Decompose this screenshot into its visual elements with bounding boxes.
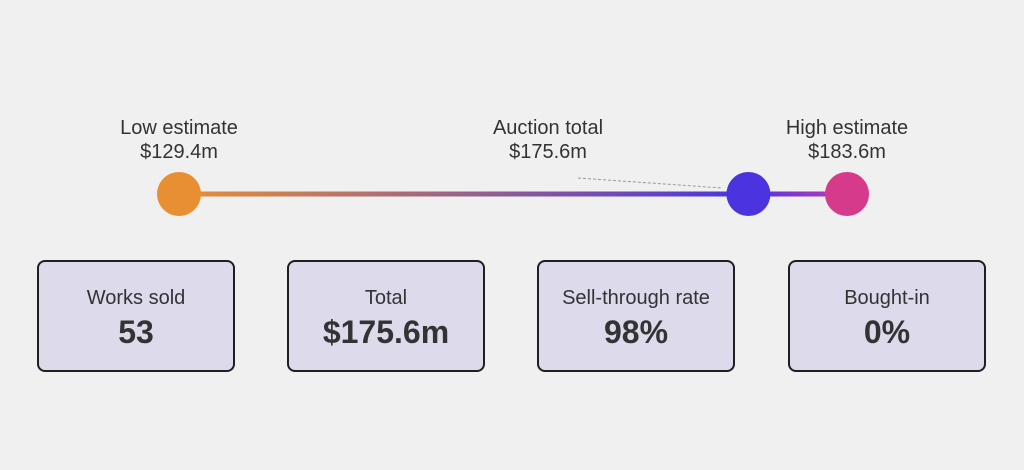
- high-estimate-title: High estimate: [785, 117, 909, 139]
- total-label: Total: [364, 287, 408, 309]
- works-sold-card: Works sold 53: [37, 260, 235, 372]
- works-sold-value: 53: [118, 314, 154, 350]
- auction-total-label: Auction total $175.6m: [438, 116, 658, 164]
- low-estimate-title: Low estimate: [120, 117, 238, 139]
- bought-in-label: Bought-in: [844, 287, 930, 309]
- high-estimate-label: High estimate $183.6m: [737, 116, 957, 164]
- auction-total-leader-line: [577, 177, 723, 189]
- bought-in-card: Bought-in 0%: [788, 260, 986, 372]
- total-value: $175.6m: [322, 314, 450, 350]
- auction-total-title: Auction total: [492, 117, 604, 139]
- works-sold-label: Works sold: [86, 287, 186, 309]
- sell-through-rate-label: Sell-through rate: [562, 287, 710, 309]
- sell-through-rate-value: 98%: [603, 314, 669, 350]
- high-marker-dot: [825, 172, 869, 216]
- total-card: Total $175.6m: [287, 260, 485, 372]
- low-marker-dot: [157, 172, 201, 216]
- auction-marker-dot: [726, 172, 771, 216]
- sell-through-rate-card: Sell-through rate 98%: [537, 260, 735, 372]
- low-estimate-value: $129.4m: [140, 141, 218, 163]
- estimate-range-plot: [157, 172, 869, 216]
- bought-in-value: 0%: [863, 314, 911, 350]
- auction-total-value: $175.6m: [509, 141, 587, 163]
- high-estimate-value: $183.6m: [808, 141, 886, 163]
- low-estimate-label: Low estimate $129.4m: [69, 116, 289, 164]
